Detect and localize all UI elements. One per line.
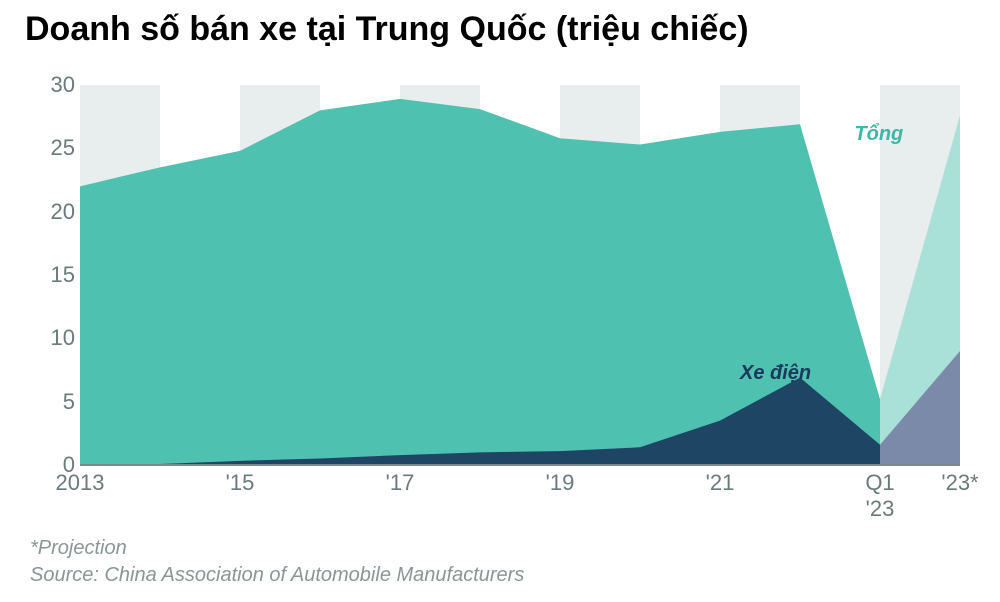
footnote-projection: *Projection <box>30 535 127 562</box>
y-tick-label: 5 <box>30 389 75 415</box>
series-label-total: Tổng <box>854 123 903 146</box>
footnote-source: Source: China Association of Automobile … <box>30 562 524 589</box>
y-tick-label: 20 <box>30 199 75 225</box>
y-tick-label: 25 <box>30 135 75 161</box>
x-tick-label: '21 <box>706 470 735 496</box>
x-axis-baseline <box>80 464 960 466</box>
chart-title: Doanh số bán xe tại Trung Quốc (triệu ch… <box>25 10 749 49</box>
x-tick-label: '23* <box>941 470 978 496</box>
x-tick-label: '19 <box>546 470 575 496</box>
chart-container: Doanh số bán xe tại Trung Quốc (triệu ch… <box>0 0 1000 602</box>
x-tick-label: '15 <box>226 470 255 496</box>
y-tick-label: 30 <box>30 72 75 98</box>
x-tick-label: '17 <box>386 470 415 496</box>
y-axis: 051015202530 <box>30 85 75 465</box>
area-svg <box>80 85 960 465</box>
y-tick-label: 10 <box>30 325 75 351</box>
y-tick-label: 15 <box>30 262 75 288</box>
series-label-ev: Xe điện <box>740 362 811 385</box>
x-axis: 2013'15'17'19'21Q1 '23'23* <box>80 468 960 528</box>
x-tick-label: 2013 <box>56 470 105 496</box>
x-tick-label: Q1 '23 <box>865 470 894 523</box>
plot-area: Tổng Xe điện <box>80 85 960 465</box>
